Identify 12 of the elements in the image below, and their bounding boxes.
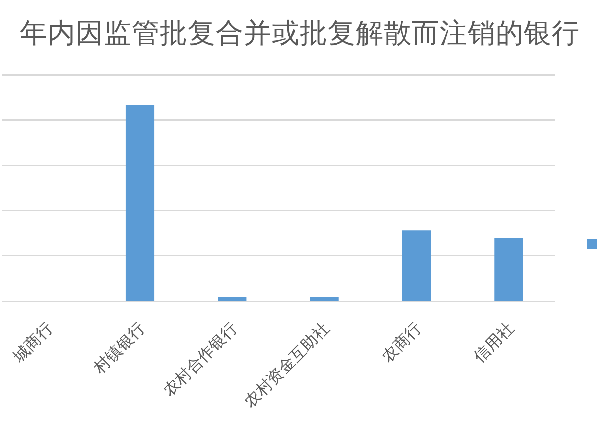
x-tick-label: 信用社	[470, 319, 518, 366]
x-tick-label: 村镇银行	[90, 319, 149, 378]
bar	[402, 230, 432, 301]
x-tick-label: 农村合作银行	[160, 319, 241, 400]
x-tick-label: 农商行	[378, 319, 426, 366]
chart-title: 年内因监管批复合并或批复解散而注销的银行	[20, 18, 580, 49]
bar	[310, 297, 339, 301]
bar	[218, 297, 247, 301]
bar	[126, 106, 155, 301]
x-tick-label: 城商行	[9, 319, 57, 367]
x-tick-label: 农村资金互助社	[241, 319, 334, 412]
bar	[494, 238, 524, 301]
